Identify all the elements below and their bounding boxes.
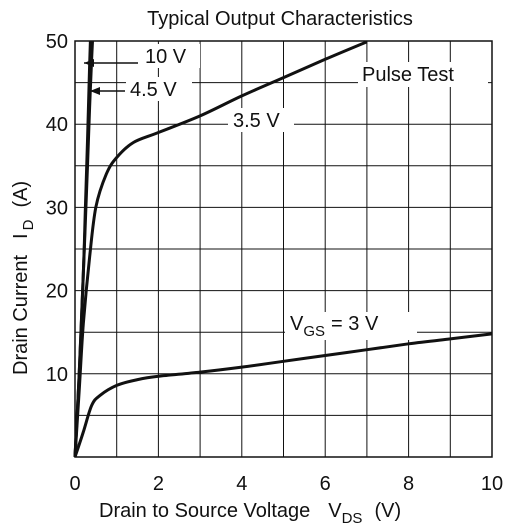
y-tick-labels: 10 20 30 40 50 (46, 31, 68, 386)
x-axis-title: Drain to Source Voltage (99, 500, 310, 522)
x-tick-label: 2 (153, 473, 164, 495)
arrowhead-10v (84, 59, 94, 67)
x-axis-symbol: V (328, 500, 342, 522)
y-axis-title: Drain Current (10, 255, 32, 375)
vgs-subscript: GS (303, 323, 325, 340)
plot-frame (74, 40, 493, 458)
y-tick-label: 50 (46, 31, 68, 53)
arrowhead-4-5v (90, 87, 100, 95)
label-3-5v: 3.5 V (228, 108, 294, 132)
vgs-value: = 3 V (331, 313, 379, 335)
label-4-5v: 4.5 V (90, 77, 192, 101)
curve-vgs-3-5v (73, 40, 368, 458)
curve-label-vgs: VGS = 3 V (290, 313, 379, 340)
x-tick-label: 8 (403, 473, 414, 495)
grid (75, 41, 492, 457)
label-vgs-3v: VGS = 3 V (285, 312, 417, 340)
y-axis-label: Drain Current ID (A) (10, 181, 37, 375)
vgs-symbol: V (290, 313, 304, 335)
pulse-test-note: Pulse Test (358, 62, 488, 87)
x-axis-label: Drain to Source Voltage VDS (V) (99, 500, 401, 527)
y-tick-label: 20 (46, 281, 68, 303)
curve-label-4-5v: 4.5 V (130, 79, 177, 101)
y-tick-label: 30 (46, 197, 68, 219)
y-axis-subscript: D (20, 219, 37, 230)
y-axis-symbol: I (10, 233, 32, 239)
y-tick-label: 40 (46, 114, 68, 136)
x-axis-unit: (V) (374, 500, 401, 522)
x-tick-label: 0 (69, 473, 80, 495)
x-axis-subscript: DS (342, 510, 363, 527)
curves (73, 40, 493, 458)
x-tick-label: 6 (320, 473, 331, 495)
curve-label-10v: 10 V (145, 46, 187, 68)
x-tick-labels: 0 2 4 6 8 10 (69, 473, 503, 495)
curve-label-3-5v: 3.5 V (233, 110, 280, 132)
x-tick-label: 4 (236, 473, 247, 495)
curve-vgs-3v (73, 332, 493, 458)
y-axis-unit: (A) (10, 181, 32, 208)
y-tick-label: 10 (46, 364, 68, 386)
pulse-test-label: Pulse Test (362, 64, 454, 86)
chart-title: Typical Output Characteristics (147, 8, 413, 30)
x-tick-label: 10 (481, 473, 503, 495)
label-10v: 10 V (84, 44, 200, 68)
